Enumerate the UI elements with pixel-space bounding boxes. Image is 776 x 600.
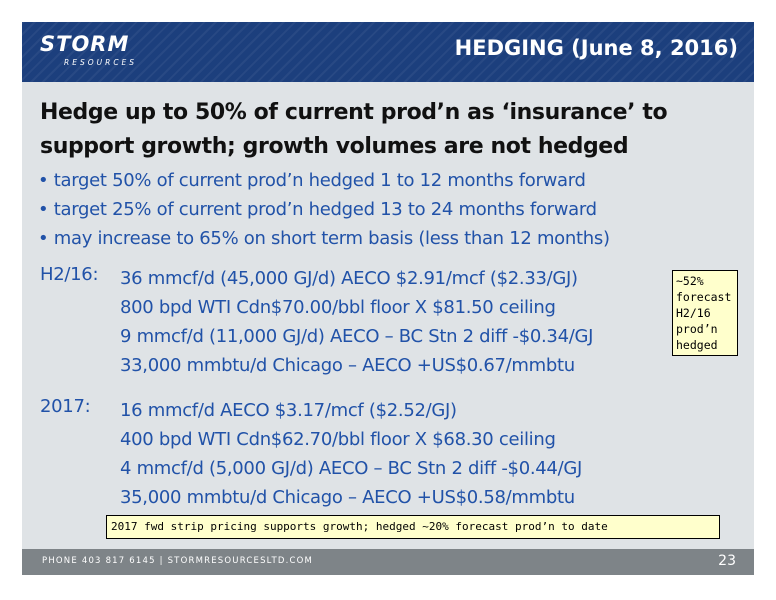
page-number: 23 — [718, 553, 736, 569]
logo-wordmark: STORM — [40, 32, 130, 56]
hedge-line: 9 mmcf/d (11,000 GJ/d) AECO – BC Stn 2 d… — [120, 326, 594, 347]
bullet-item: • may increase to 65% on short term basi… — [38, 228, 610, 249]
hedge-lines: 36 mmcf/d (45,000 GJ/d) AECO $2.91/mcf (… — [120, 264, 593, 380]
storm-logo: STORM RESOURCES — [40, 32, 150, 72]
slide-title: HEDGING (June 8, 2016) — [454, 36, 738, 60]
strip-pricing-callout: 2017 fwd strip pricing supports growth; … — [106, 515, 720, 539]
header-bar: STORM RESOURCES HEDGING (June 8, 2016) — [22, 22, 754, 82]
footer-contact: PHONE 403 817 6145 | STORMRESOURCESLTD.C… — [42, 556, 314, 566]
hedge-line: 400 bpd WTI Cdn$62.70/bbl floor X $68.30… — [120, 429, 556, 450]
callout-line: ~52% — [676, 274, 704, 288]
callout-line: hedged — [676, 338, 718, 352]
hedge-period-label: 2017: — [40, 396, 91, 417]
headline: Hedge up to 50% of current prod’n as ‘in… — [40, 100, 668, 159]
hedge-line: 16 mmcf/d AECO $3.17/mcf ($2.52/GJ) — [120, 400, 457, 421]
bullet-list: • target 50% of current prod’n hedged 1 … — [38, 166, 610, 253]
hedge-line: 800 bpd WTI Cdn$70.00/bbl floor X $81.50… — [120, 297, 556, 318]
callout-line: prod’n — [676, 322, 718, 336]
bullet-item: • target 50% of current prod’n hedged 1 … — [38, 170, 586, 191]
forecast-hedged-callout: ~52% forecast H2/16 prod’n hedged — [672, 270, 738, 356]
bullet-item: • target 25% of current prod’n hedged 13… — [38, 199, 597, 220]
hedge-line: 33,000 mmbtu/d Chicago – AECO +US$0.67/m… — [120, 355, 575, 376]
hedge-line: 36 mmcf/d (45,000 GJ/d) AECO $2.91/mcf (… — [120, 268, 578, 289]
hedge-line: 35,000 mmbtu/d Chicago – AECO +US$0.58/m… — [120, 487, 575, 508]
callout-line: forecast — [676, 290, 732, 304]
callout-line: H2/16 — [676, 306, 711, 320]
logo-subtitle: RESOURCES — [64, 58, 138, 67]
slide: STORM RESOURCES HEDGING (June 8, 2016) H… — [22, 22, 754, 575]
hedge-line: 4 mmcf/d (5,000 GJ/d) AECO – BC Stn 2 di… — [120, 458, 582, 479]
hedge-lines: 16 mmcf/d AECO $3.17/mcf ($2.52/GJ) 400 … — [120, 396, 582, 512]
hedge-period-label: H2/16: — [40, 264, 99, 285]
footer-bar: PHONE 403 817 6145 | STORMRESOURCESLTD.C… — [22, 549, 754, 575]
